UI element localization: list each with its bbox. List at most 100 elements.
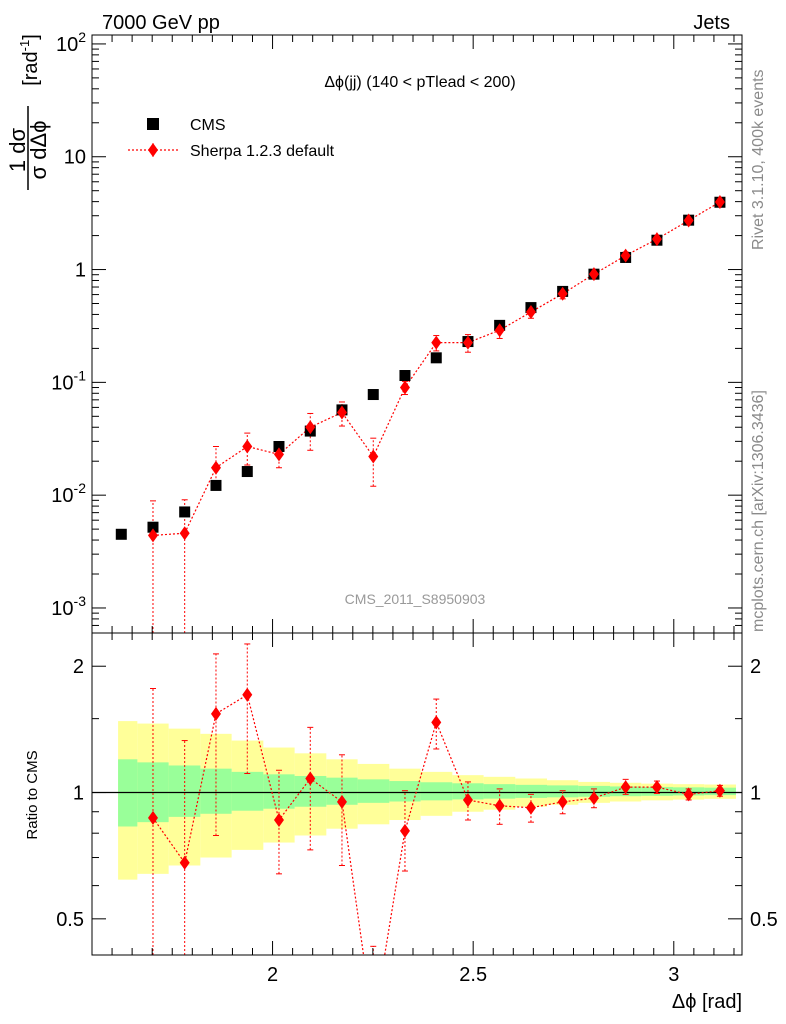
ratio-sherpa-point <box>651 780 662 795</box>
ratio-ylabel: Ratio to CMS <box>24 750 41 839</box>
main-sherpa-point <box>620 248 631 263</box>
legend-marker-sherpa <box>148 143 158 157</box>
ratio-sherpa-point <box>557 794 568 809</box>
main-ytick-label-exp: -1 <box>74 367 87 383</box>
main-markers <box>115 195 726 543</box>
main-ylabel-den: σ dΔϕ <box>26 121 51 180</box>
header-left: 7000 GeV pp <box>102 12 220 34</box>
legend: CMS Sherpa 1.2.3 default <box>128 117 335 160</box>
ratio-green-band <box>263 774 295 809</box>
ratio-frame <box>91 632 743 956</box>
ratio-sherpa-point <box>588 791 599 806</box>
main-sherpa-point <box>651 232 662 247</box>
main-sherpa-point <box>273 447 284 462</box>
ratio-sherpa-point <box>399 823 410 838</box>
ratio-xtick-label: 2 <box>267 964 278 986</box>
main-ytick-label: 102 <box>56 29 86 56</box>
main-sherpa-point <box>557 286 568 301</box>
main-sherpa-point <box>431 335 442 350</box>
ratio-sherpa-point <box>179 855 190 870</box>
main-ytick-label: 10-3 <box>51 593 86 620</box>
ratio-green-band <box>231 771 264 811</box>
main-ytick-label-base: 10 <box>56 34 78 56</box>
ratio-sherpa-point <box>336 794 347 809</box>
main-cms-point <box>367 389 379 401</box>
ratio-sherpa-point <box>431 715 442 730</box>
ratio-sherpa-point <box>714 783 725 798</box>
legend-marker-cms <box>147 118 159 130</box>
main-cms-point <box>179 506 191 518</box>
ratio-green-band <box>547 785 579 798</box>
ratio-green-band <box>515 784 547 798</box>
main-sherpa-point <box>399 380 410 395</box>
main-sherpa-point <box>588 267 599 282</box>
main-sherpa-point <box>147 528 158 543</box>
ratio-green-band <box>389 781 421 802</box>
ratio-sherpa-point <box>210 706 221 721</box>
ratio-xtick-label: 3 <box>668 964 679 986</box>
main-sherpa-point <box>179 526 190 541</box>
ratio-sherpa-point <box>620 780 631 795</box>
ratio-ytick-label-right: 0.5 <box>750 909 778 931</box>
legend-label-cms: CMS <box>190 117 226 134</box>
main-cms-point <box>210 479 222 491</box>
main-sherpa-point <box>368 449 379 464</box>
main-error-bars <box>149 199 723 633</box>
main-ytick-label: 10-2 <box>51 480 86 507</box>
main-ytick-label-exp: -2 <box>74 480 87 496</box>
ratio-markers <box>147 687 725 870</box>
main-ytick-label: 10 <box>64 147 86 169</box>
legend-label-sherpa: Sherpa 1.2.3 default <box>190 143 335 160</box>
main-sherpa-point <box>462 335 473 350</box>
header-right: Jets <box>693 12 730 34</box>
main-ytick-label-exp: 2 <box>78 29 86 45</box>
main-ytick-label: 1 <box>75 260 86 282</box>
main-sherpa-point <box>242 439 253 454</box>
side-label-bottom: mcplots.cern.ch [arXiv:1306.3436] <box>750 390 767 632</box>
main-series-line <box>152 201 721 536</box>
main-sherpa-point <box>210 460 221 475</box>
ratio-ytick-label: 2 <box>73 656 84 678</box>
ratio-sherpa-point <box>683 787 694 802</box>
main-ytick-label-base: 10 <box>51 598 73 620</box>
main-sherpa-point <box>494 323 505 338</box>
main-ylabel-unit-sup: -1 <box>17 40 32 52</box>
main-sherpa-point <box>714 195 725 210</box>
ratio-xtick-label: 2.5 <box>459 964 487 986</box>
main-sherpa-line <box>152 201 721 536</box>
main-cms-point <box>147 521 159 533</box>
main-ylabel-num: 1 dσ <box>5 128 30 173</box>
side-label-top: Rivet 3.1.10, 400k events <box>750 69 767 250</box>
main-ylabel-unit-end: ] <box>20 34 42 40</box>
main-ytick-label-exp: -3 <box>74 593 87 609</box>
main-ylabel-unit-base: [rad <box>20 51 42 85</box>
main-cms-point <box>273 441 285 453</box>
ratio-sherpa-point <box>147 810 158 825</box>
main-cms-point <box>430 352 442 364</box>
ratio-uncertainty-bands <box>118 721 736 880</box>
main-ytick-label-base: 10 <box>51 485 73 507</box>
ratio-green-band <box>357 779 390 803</box>
main-cms-point <box>115 528 127 540</box>
main-ylabel-unit: [rad-1] <box>17 34 42 86</box>
ratio-ytick-label: 1 <box>73 783 84 805</box>
main-ylabel: 1 dσ σ dΔϕ [rad-1] <box>5 34 51 190</box>
main-ytick-label-base: 10 <box>51 372 73 394</box>
main-cms-point <box>399 370 411 382</box>
x-axis-label: Δϕ [rad] <box>672 991 742 1013</box>
ratio-sherpa-point <box>242 687 253 702</box>
ratio-sherpa-point <box>462 792 473 807</box>
ratio-ytick-label-right: 1 <box>750 783 761 805</box>
ratio-sherpa-point <box>305 771 316 786</box>
ratio-sherpa-point <box>525 800 536 815</box>
main-sherpa-point <box>305 420 316 435</box>
ratio-axes: 0.5 0.5 1 1 2 2 2 2.5 3 <box>56 632 778 986</box>
ratio-sherpa-point <box>273 813 284 828</box>
main-ytick-label: 10-1 <box>51 367 86 394</box>
main-sherpa-point <box>683 213 694 228</box>
main-cms-point <box>241 466 253 478</box>
ratio-sherpa-point <box>494 798 505 813</box>
ratio-ytick-label-right: 2 <box>750 656 761 678</box>
